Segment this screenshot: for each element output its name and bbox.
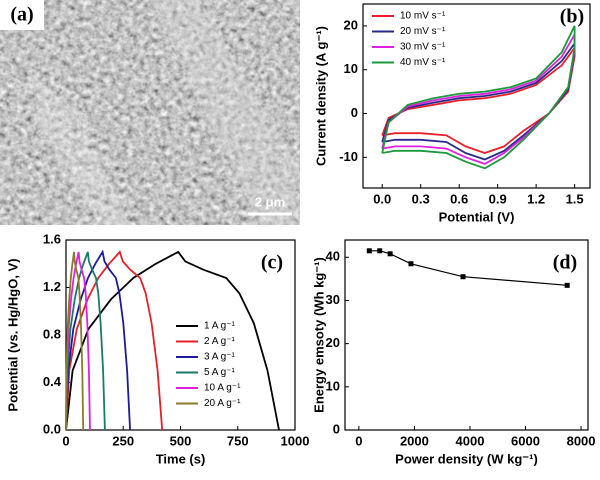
panel-label: (a) bbox=[10, 4, 33, 26]
y-tick-label: 1.2 bbox=[43, 279, 61, 294]
series-line bbox=[65, 251, 91, 431]
x-tick-label: 0.9 bbox=[489, 191, 507, 206]
x-tick-label: 0.0 bbox=[373, 191, 391, 206]
y-tick-label: 0.0 bbox=[43, 421, 61, 436]
x-tick-label: 0 bbox=[62, 433, 69, 448]
y-tick-label: 20 bbox=[344, 17, 358, 32]
sem-ridge bbox=[30, 70, 130, 225]
legend-label: 10 mV s⁻¹ bbox=[400, 11, 446, 22]
label-box bbox=[0, 0, 44, 30]
x-tick-label: 0 bbox=[355, 433, 362, 448]
series-line bbox=[65, 250, 164, 431]
scale-bar-label: 2 μm bbox=[255, 194, 285, 209]
point bbox=[366, 248, 372, 254]
legend-label: 1 A g⁻¹ bbox=[204, 321, 236, 332]
plot-frame bbox=[362, 3, 591, 189]
legend-label: 2 A g⁻¹ bbox=[204, 336, 236, 347]
panel-label: (c) bbox=[261, 252, 283, 274]
point bbox=[408, 261, 414, 267]
x-tick-label: 1.5 bbox=[566, 191, 584, 206]
x-tick-label: 0.6 bbox=[450, 191, 468, 206]
series-line bbox=[65, 251, 106, 431]
legend-label: 30 mV s⁻¹ bbox=[400, 42, 446, 53]
y-axis-label: Current density (A g⁻¹) bbox=[313, 26, 328, 166]
y-tick-label: 0 bbox=[351, 105, 358, 120]
y-tick-label: 1.6 bbox=[43, 231, 61, 246]
x-tick-label: 8000 bbox=[567, 433, 596, 448]
point bbox=[564, 282, 570, 288]
sem-ridge bbox=[150, 0, 300, 225]
series-line bbox=[65, 249, 131, 431]
x-axis-label: Potential (V) bbox=[439, 209, 515, 224]
x-tick-label: 1000 bbox=[281, 433, 310, 448]
legend-label: 20 mV s⁻¹ bbox=[400, 26, 446, 37]
y-tick-label: 10 bbox=[326, 378, 340, 393]
legend-label: 10 A g⁻¹ bbox=[204, 383, 241, 394]
x-axis-label: Power density (W kg⁻¹) bbox=[395, 451, 538, 466]
x-tick-label: 1.2 bbox=[527, 191, 545, 206]
plot-frame bbox=[344, 239, 589, 431]
legend-label: 5 A g⁻¹ bbox=[204, 367, 236, 378]
y-tick-label: 0 bbox=[333, 421, 340, 436]
x-axis-label: Time (s) bbox=[156, 451, 206, 466]
y-axis-label: Energy emsoty (Wh kg⁻¹) bbox=[311, 257, 326, 413]
x-tick-label: 250 bbox=[112, 433, 134, 448]
legend-label: 20 A g⁻¹ bbox=[204, 398, 241, 409]
legend-label: 40 mV s⁻¹ bbox=[400, 57, 446, 68]
point bbox=[377, 248, 383, 254]
panel-label: (d) bbox=[553, 252, 577, 274]
y-tick-label: -10 bbox=[339, 149, 358, 164]
series-line bbox=[381, 25, 576, 170]
series-line bbox=[65, 250, 280, 431]
y-axis-label: Potential (vs. Hg/HgO, V) bbox=[5, 258, 20, 411]
y-tick-label: 0.8 bbox=[43, 326, 61, 341]
x-tick-label: 4000 bbox=[456, 433, 485, 448]
y-tick-label: 40 bbox=[326, 249, 340, 264]
y-tick-label: 10 bbox=[344, 61, 358, 76]
y-tick-label: 20 bbox=[326, 335, 340, 350]
point bbox=[387, 251, 393, 257]
y-tick-label: 0.4 bbox=[43, 374, 62, 389]
x-tick-label: 6000 bbox=[511, 433, 540, 448]
series-line bbox=[65, 251, 85, 431]
x-tick-label: 2000 bbox=[400, 433, 429, 448]
series-line bbox=[369, 250, 568, 286]
x-tick-label: 500 bbox=[170, 433, 192, 448]
x-tick-label: 750 bbox=[227, 433, 249, 448]
y-tick-label: 30 bbox=[326, 292, 340, 307]
x-tick-label: 0.3 bbox=[412, 191, 430, 206]
point bbox=[460, 274, 466, 280]
sem-image: (a) 2 μm bbox=[0, 0, 300, 225]
panel-label: (b) bbox=[560, 6, 584, 28]
sem-texture bbox=[0, 0, 300, 225]
legend-label: 3 A g⁻¹ bbox=[204, 352, 236, 363]
